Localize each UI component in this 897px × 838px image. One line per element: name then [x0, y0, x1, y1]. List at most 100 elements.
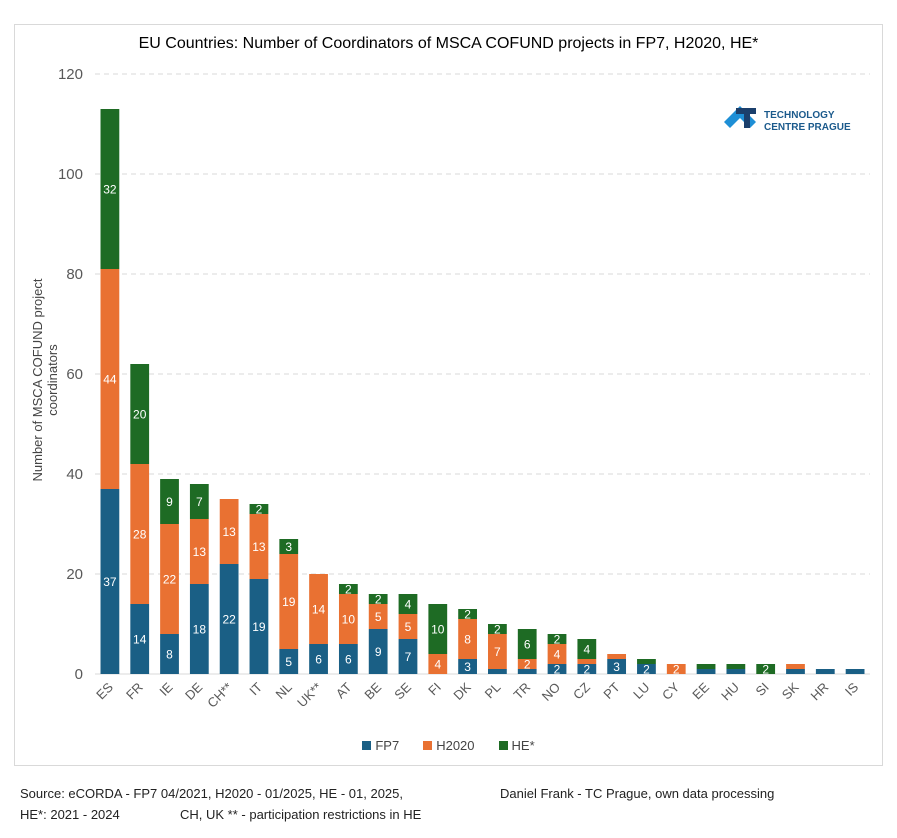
x-tick-label: PL	[482, 680, 504, 702]
bar-segment	[845, 669, 865, 674]
x-tick-label: PT	[600, 679, 622, 701]
bar-segment	[428, 604, 448, 654]
data-label: 4	[405, 598, 412, 612]
legend-item: H2020	[423, 738, 475, 753]
y-tick-label: 80	[66, 266, 83, 283]
bar-segment	[815, 669, 835, 674]
bar-segment	[309, 574, 328, 644]
x-tick-label: CZ	[570, 679, 593, 702]
bar-segment	[726, 664, 746, 669]
x-tick-label: CY	[659, 679, 683, 703]
data-label: 22	[163, 573, 177, 587]
bar-segment	[219, 499, 239, 564]
data-label: 3	[613, 660, 620, 674]
legend: FP7 H2020 HE*	[0, 738, 897, 753]
bar-segment	[368, 604, 388, 629]
bar-segment	[696, 664, 716, 669]
x-tick-label: BE	[361, 679, 384, 702]
bar-segment	[309, 644, 328, 674]
bar-segment	[279, 554, 299, 649]
bar-segment	[517, 629, 537, 659]
bar-segment	[279, 539, 299, 554]
legend-swatch	[498, 741, 508, 750]
bar-segment	[279, 649, 299, 674]
footer-source: Source: eCORDA - FP7 04/2021, H2020 - 01…	[20, 786, 403, 801]
bar-segment	[756, 664, 776, 674]
bar-segment	[607, 654, 627, 659]
legend-label: FP7	[375, 738, 400, 753]
x-tick-label: AT	[333, 679, 355, 701]
bar-segment	[368, 594, 388, 604]
data-label: 37	[103, 575, 117, 589]
data-label: 4	[554, 648, 561, 662]
data-label: 13	[193, 545, 207, 559]
data-label: 13	[252, 540, 266, 554]
data-label: 2	[464, 608, 471, 622]
bar-segment	[577, 659, 597, 664]
data-label: 2	[375, 593, 382, 607]
y-tick-label: 20	[66, 566, 83, 583]
legend-item: HE*	[498, 738, 535, 753]
bar-segment	[458, 659, 477, 674]
x-tick-label: DE	[182, 679, 206, 703]
logo-line1: TECHNOLOGY	[764, 110, 835, 121]
x-tick-label: FI	[425, 680, 444, 699]
data-label: 6	[345, 653, 352, 667]
bar-segment	[368, 629, 388, 674]
data-label: 2	[554, 633, 561, 647]
bar-segment	[666, 664, 686, 674]
bar-segment	[100, 489, 120, 674]
bar-segment	[547, 664, 567, 674]
chart-title: EU Countries: Number of Coordinators of …	[138, 35, 759, 52]
bar-segment	[637, 659, 656, 664]
bar-segment	[786, 664, 805, 669]
x-tick-label: HU	[718, 680, 742, 704]
x-tick-label: IT	[246, 679, 265, 698]
bar-segment	[189, 484, 209, 519]
data-label: 2	[643, 663, 650, 677]
y-tick-label: 40	[66, 466, 83, 483]
bar-segment	[428, 654, 448, 674]
bar-segment	[100, 109, 120, 269]
bar-segment	[249, 579, 269, 674]
bar-segment	[189, 519, 209, 584]
data-label: 6	[315, 653, 322, 667]
bar-segment	[160, 524, 179, 634]
bar-segment	[607, 659, 627, 674]
bar-segment	[189, 584, 209, 674]
data-label: 18	[193, 623, 207, 637]
legend-swatch	[423, 741, 433, 750]
bar-segment	[398, 594, 418, 614]
x-tick-label: ES	[93, 679, 116, 702]
x-tick-label: SE	[391, 679, 414, 702]
bar-segment	[398, 639, 418, 674]
legend-swatch	[362, 741, 372, 750]
y-tick-label: 0	[75, 666, 83, 683]
data-label: 9	[166, 495, 173, 509]
data-label: 5	[285, 655, 292, 669]
data-label: 2	[256, 503, 263, 517]
data-label: 28	[133, 528, 147, 542]
footer-restriction: CH, UK ** - participation restrictions i…	[180, 807, 422, 822]
legend-item: FP7	[362, 738, 399, 753]
chart-frame	[14, 24, 883, 766]
logo-line2: CENTRE PRAGUE	[764, 122, 851, 133]
data-label: 44	[103, 373, 117, 387]
x-tick-label: HR	[808, 680, 832, 704]
data-label: 9	[375, 645, 382, 659]
x-tick-label: SK	[779, 679, 802, 702]
bar-segment	[249, 504, 269, 514]
data-label: 14	[312, 603, 326, 617]
data-label: 4	[434, 658, 441, 672]
bar-segment	[130, 364, 150, 464]
data-label: 2	[762, 663, 769, 677]
data-label: 20	[133, 408, 147, 422]
bar-segment	[517, 669, 537, 674]
bar-segment	[338, 594, 358, 644]
data-label: 7	[196, 495, 203, 509]
data-label: 5	[405, 620, 412, 634]
data-label: 2	[583, 663, 590, 677]
data-label: 19	[282, 595, 296, 609]
bar-segment	[488, 624, 507, 634]
